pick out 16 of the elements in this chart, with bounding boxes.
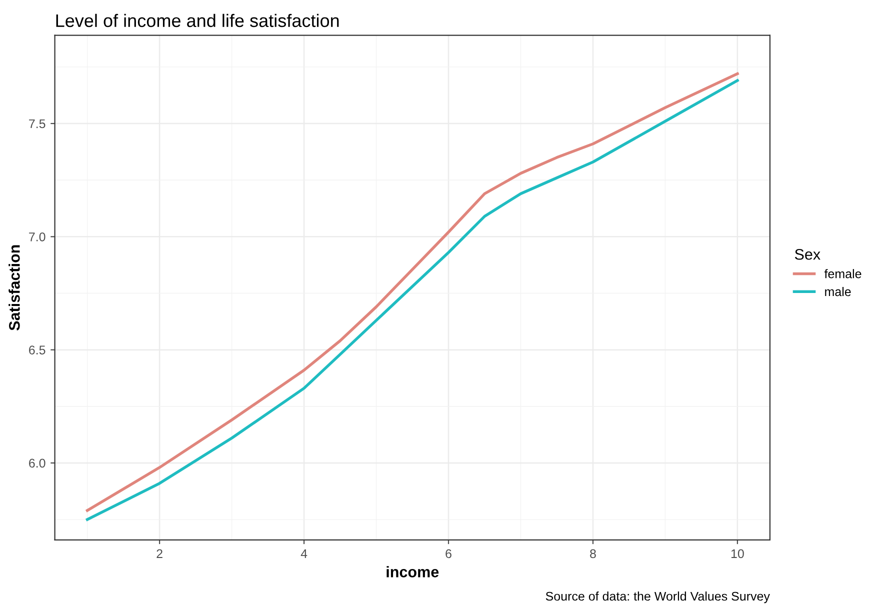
x-tick-label: 2 xyxy=(156,549,162,558)
x-tick-label: 8 xyxy=(590,549,596,558)
x-tick-label: 6 xyxy=(446,549,452,558)
source-note: Source of data: the World Values Survey xyxy=(546,591,770,604)
y-tick-label: 7.0 xyxy=(29,232,46,242)
x-tick-label: 10 xyxy=(731,549,744,558)
y-tick-label: 6.0 xyxy=(29,458,46,468)
y-tick-label: 6.5 xyxy=(29,346,46,354)
y-tick-label: 7.5 xyxy=(29,119,46,128)
legend-label: female xyxy=(824,269,862,278)
chart-title: Level of income and life satisfaction xyxy=(56,14,339,28)
x-tick-label: 4 xyxy=(300,549,308,558)
legend-title: Sex xyxy=(794,248,820,260)
legend-label: male xyxy=(825,286,851,296)
y-axis-title: Satisfaction xyxy=(8,245,20,330)
x-axis-title: income xyxy=(386,566,439,578)
